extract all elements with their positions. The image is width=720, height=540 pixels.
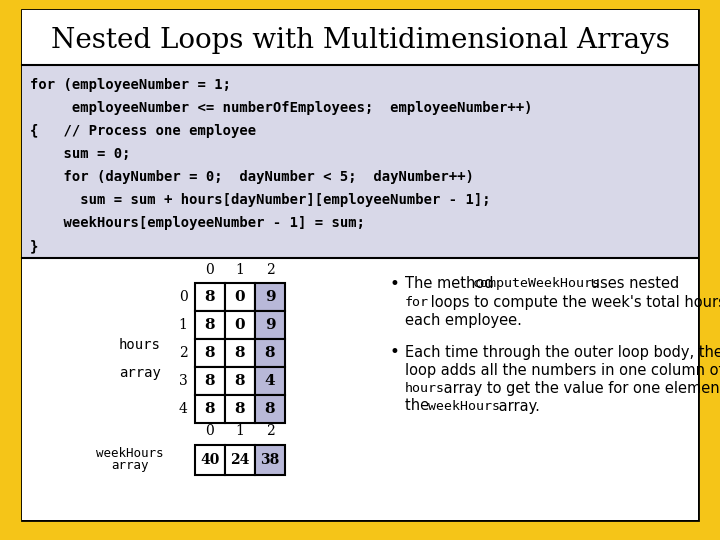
Bar bbox=[255, 311, 285, 339]
Bar bbox=[225, 283, 255, 311]
Text: the: the bbox=[405, 399, 433, 414]
Text: loop adds all the numbers in one column of the: loop adds all the numbers in one column … bbox=[405, 362, 720, 377]
Text: employeeNumber <= numberOfEmployees;  employeeNumber++): employeeNumber <= numberOfEmployees; emp… bbox=[30, 101, 533, 115]
Text: 9: 9 bbox=[265, 318, 275, 332]
Text: weekHours: weekHours bbox=[428, 400, 500, 413]
Text: •: • bbox=[390, 275, 400, 293]
Bar bbox=[225, 311, 255, 339]
Bar bbox=[22, 258, 698, 520]
Bar bbox=[225, 445, 255, 475]
Text: 8: 8 bbox=[204, 318, 215, 332]
Text: 8: 8 bbox=[204, 346, 215, 360]
Text: 3: 3 bbox=[179, 374, 187, 388]
Text: {   // Process one employee: { // Process one employee bbox=[30, 124, 256, 138]
Bar bbox=[195, 283, 225, 311]
Text: 8: 8 bbox=[235, 346, 246, 360]
Text: 1: 1 bbox=[179, 318, 187, 332]
Bar bbox=[195, 311, 225, 339]
Bar bbox=[225, 339, 255, 367]
Text: each employee.: each employee. bbox=[405, 313, 522, 327]
Text: 8: 8 bbox=[235, 374, 246, 388]
Text: 1: 1 bbox=[235, 424, 244, 438]
Text: 8: 8 bbox=[235, 402, 246, 416]
Bar bbox=[255, 367, 285, 395]
Text: array: array bbox=[119, 366, 161, 380]
Text: 2: 2 bbox=[179, 346, 187, 360]
Text: 4: 4 bbox=[179, 402, 187, 416]
Text: computeWeekHours: computeWeekHours bbox=[473, 278, 601, 291]
Text: 24: 24 bbox=[230, 453, 250, 467]
Text: 0: 0 bbox=[206, 424, 215, 438]
Text: sum = 0;: sum = 0; bbox=[30, 147, 130, 161]
Text: 2: 2 bbox=[266, 424, 274, 438]
Bar bbox=[255, 395, 285, 423]
Text: hours: hours bbox=[119, 338, 161, 352]
Text: Nested Loops with Multidimensional Arrays: Nested Loops with Multidimensional Array… bbox=[50, 26, 670, 53]
Text: 8: 8 bbox=[204, 374, 215, 388]
Text: array.: array. bbox=[494, 399, 540, 414]
Text: uses nested: uses nested bbox=[586, 276, 679, 292]
Text: 4: 4 bbox=[265, 374, 275, 388]
Text: 0: 0 bbox=[235, 290, 246, 304]
Text: weekHours: weekHours bbox=[96, 447, 163, 460]
Text: 40: 40 bbox=[200, 453, 220, 467]
Text: The method: The method bbox=[405, 276, 498, 292]
Bar bbox=[195, 445, 225, 475]
Text: 8: 8 bbox=[265, 402, 275, 416]
Text: Each time through the outer loop body, the inner: Each time through the outer loop body, t… bbox=[405, 345, 720, 360]
Text: 8: 8 bbox=[265, 346, 275, 360]
Bar bbox=[22, 65, 698, 258]
Text: 0: 0 bbox=[179, 290, 187, 304]
Bar bbox=[225, 367, 255, 395]
Text: 8: 8 bbox=[204, 402, 215, 416]
Text: 38: 38 bbox=[261, 453, 279, 467]
Text: hours: hours bbox=[405, 381, 445, 395]
Bar bbox=[225, 395, 255, 423]
Bar bbox=[255, 283, 285, 311]
Text: 2: 2 bbox=[266, 263, 274, 277]
Text: loops to compute the week's total hours for: loops to compute the week's total hours … bbox=[426, 294, 720, 309]
Text: weekHours[employeeNumber - 1] = sum;: weekHours[employeeNumber - 1] = sum; bbox=[30, 216, 365, 230]
Text: 1: 1 bbox=[235, 263, 244, 277]
Bar bbox=[195, 395, 225, 423]
Bar bbox=[195, 339, 225, 367]
Text: for (employeeNumber = 1;: for (employeeNumber = 1; bbox=[30, 78, 231, 92]
Text: array: array bbox=[112, 459, 149, 472]
Bar bbox=[255, 339, 285, 367]
Bar bbox=[195, 367, 225, 395]
Bar bbox=[22, 10, 698, 65]
Text: 0: 0 bbox=[206, 263, 215, 277]
Text: }: } bbox=[30, 239, 38, 253]
Text: 8: 8 bbox=[204, 290, 215, 304]
Text: •: • bbox=[390, 343, 400, 361]
Text: 9: 9 bbox=[265, 290, 275, 304]
Text: 0: 0 bbox=[235, 318, 246, 332]
Bar bbox=[255, 445, 285, 475]
Text: sum = sum + hours[dayNumber][employeeNumber - 1];: sum = sum + hours[dayNumber][employeeNum… bbox=[30, 193, 490, 207]
Text: array to get the value for one element in: array to get the value for one element i… bbox=[439, 381, 720, 395]
Text: for (dayNumber = 0;  dayNumber < 5;  dayNumber++): for (dayNumber = 0; dayNumber < 5; dayNu… bbox=[30, 170, 474, 184]
Text: for: for bbox=[405, 295, 429, 308]
